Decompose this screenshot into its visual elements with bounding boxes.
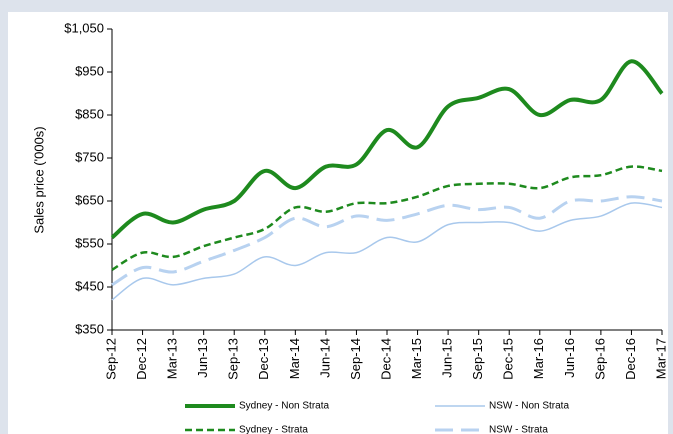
y-tick-label: $550 [75, 235, 104, 250]
x-tick-label: Sep-15 [470, 338, 485, 380]
line [111, 202, 663, 301]
x-tick-label: Dec-15 [501, 338, 516, 380]
x-tick-label: Mar-14 [287, 338, 302, 379]
y-tick-label: $950 [75, 63, 104, 78]
y-tick-label: $1,050 [64, 20, 104, 35]
x-tick-label: Sep-13 [226, 338, 241, 380]
x-tick-label: Sep-16 [592, 338, 607, 380]
line [110, 59, 664, 240]
y-tick-label: $750 [75, 149, 104, 164]
x-tick-label: Mar-15 [409, 338, 424, 379]
y-tick-label: $350 [75, 321, 104, 336]
x-tick-label: Sep-12 [103, 338, 118, 380]
legend-label: NSW - Non Strata [489, 401, 569, 412]
x-tick-label: Dec-14 [378, 338, 393, 380]
x-tick-label: Jun-13 [195, 338, 210, 378]
legend-label: Sydney - Strata [239, 425, 308, 434]
y-tick-label: $650 [75, 192, 104, 207]
x-tick-label: Jun-16 [562, 338, 577, 378]
y-axis-label: Sales price ('000s) [31, 126, 46, 233]
x-tick-label: Dec-12 [134, 338, 149, 380]
x-tick-label: Dec-16 [623, 338, 638, 380]
x-tick-label: Dec-13 [256, 338, 271, 380]
line [111, 195, 663, 287]
x-tick-label: Jun-15 [440, 338, 455, 378]
y-tick-label: $850 [75, 106, 104, 121]
legend-label: NSW - Strata [489, 425, 548, 434]
x-tick-label: Mar-16 [531, 338, 546, 379]
y-tick-label: $450 [75, 278, 104, 293]
x-tick-label: Mar-13 [165, 338, 180, 379]
legend-label: Sydney - Non Strata [239, 401, 329, 412]
x-tick-label: Mar-17 [653, 338, 668, 379]
x-tick-label: Jun-14 [317, 338, 332, 378]
x-tick-label: Sep-14 [348, 338, 363, 380]
